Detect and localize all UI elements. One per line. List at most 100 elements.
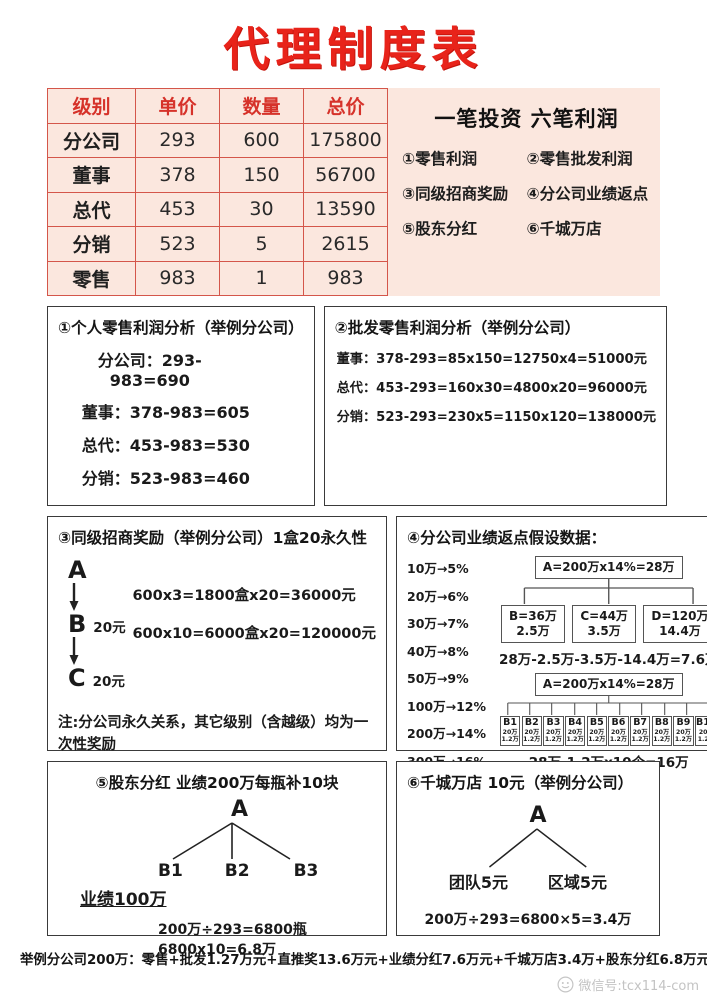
panel6-leaves: 团队5元 区域5元 [407,869,649,893]
watermark-text: 微信号:tcx114-com [578,979,699,994]
abc-node-c-label: C [68,664,86,692]
cell-total: 175800 [303,122,388,158]
panel-thousand-stores: ⑥千城万店 10元（举例分公司） A 团队5元 区域5元 200万÷293=68… [396,761,660,936]
panel2-eq-1: 董事：378-293=85x150=12750x4=51000元 [336,352,647,367]
tree2-child-b1-label: B1 [503,717,518,728]
tree2-child-b10-line2: 1.2万 [697,736,707,744]
table-row: 总代 453 30 13590 [47,191,388,227]
table-row: 分公司 293 600 175800 [47,122,388,158]
rebate-tier: 200万→14% [407,726,486,741]
tree2-child-b8-line1: 20万 [654,728,670,736]
panel1-eq-3: 总代：453-983=530 [81,436,250,455]
cell-total: 13590 [303,191,388,227]
benefit-item-5: ⑤股东分红 [402,220,478,238]
panel1-eq-1: 分公司：293-983=690 [97,351,202,390]
tree2-child-b5: B5 20万 1.2万 [586,716,607,747]
panel-referral-bonus: ③同级招商奖励（举例分公司）1盒20永久性 A B 20元 [47,516,387,753]
panel-performance-rebate: ④分公司业绩返点假设数据： 10万→5% 20万→6% 30万→7% 40万→8… [396,516,707,796]
panel4-body: 10万→5% 20万→6% 30万→7% 40万→8% 50万→9% 100万→… [407,554,707,806]
abc-node-a-label: A [68,556,87,584]
panel5-root: A [230,797,249,822]
panel5-calc: 200万÷293=6800瓶 6800x10=6.8万 [158,920,376,961]
price-table: 级别 单价 数量 总价 分公司 293 600 175800 董事 378 15… [47,88,388,296]
panel3-calcs: 600x3=1800盒x20=36000元 600x10=6000盒x20=12… [132,554,376,690]
tree2-child-b4-label: B4 [568,717,583,728]
tree2-child-b2-line1: 20万 [524,728,540,736]
panel5-calc-line2: 6800x10=6.8万 [158,942,277,959]
watermark: 微信号:tcx114-com [557,975,699,994]
tree1-child-b-line2: 2.5万 [516,624,550,638]
panel4-trees: A=200万x14%=28万 B=36万 2.5万 [499,554,707,806]
tree1-child-d: D=120万 14.4万 [643,605,707,643]
panel4-heading: ④分公司业绩返点假设数据： [407,529,607,547]
tree1-connector-lines [523,579,694,604]
cell-unit-price: 378 [135,157,220,193]
tree2-child-b4: B4 20万 1.2万 [565,716,586,747]
tree2-child-b10: B10 20万 1.2万 [695,716,707,747]
panel-retail-profit: ①个人零售利润分析（举例分公司） 分公司：293-983=690 董事：378-… [47,306,315,562]
tree1-children: B=36万 2.5万 C=44万 3.5万 D=120万 14.4万 [499,605,707,643]
tree2-child-b6-label: B6 [611,717,626,728]
tree1-root: A=200万x14%=28万 [534,556,683,579]
table-header-row: 级别 单价 数量 总价 [47,88,388,124]
tree2-child-b3-line2: 1.2万 [544,736,562,744]
col-header-qty: 数量 [219,88,304,124]
tree2-child-b9-line2: 1.2万 [674,736,693,744]
panel5-performance: 业绩100万 [80,890,167,910]
tree2-children: B1 20万 1.2万 B2 20万 1.2万 B3 20万 1.2万 [499,716,707,747]
panel3-note: 注:分公司永久关系，其它级别（含越级）均为一次性奖励 [58,715,369,754]
tree1-child-d-line2: 14.4万 [659,624,701,638]
tree1-child-c-line1: C=44万 [580,609,628,623]
panel6-leaf-region: 区域5元 [547,873,608,892]
tree2-child-b9-label: B9 [676,717,691,728]
abc-node-a: A [68,558,132,582]
tree2-child-b7-line2: 1.2万 [631,736,649,744]
tree2-child-b1-line1: 20万 [502,728,518,736]
benefits-list: ①零售利润 ②零售批发利润 ③同级招商奖励 ④分公司业绩返点 ⑤股东分红 ⑥千城… [402,147,651,252]
rebate-tier: 30万→7% [407,616,469,631]
cell-qty: 1 [219,260,304,296]
tree2-child-b9-line1: 20万 [676,728,691,736]
rebate-tier: 10万→5% [407,561,469,576]
abc-chain-diagram: A B 20元 C [58,554,132,690]
tree2-child-b10-line1: 20万 [698,728,707,736]
cell-qty: 5 [219,226,304,262]
panel5-calc-line1: 200万÷293=6800瓶 [158,922,307,938]
tree2-child-b5-line2: 1.2万 [588,736,606,744]
tree2-child-b7-line1: 20万 [632,728,648,736]
tree1-result: 28万-2.5万-3.5万-14.4万=7.6万 [499,652,707,668]
abc-node-b-amount: 20元 [93,620,126,636]
panel1-eq-2: 董事：378-983=605 [81,403,250,422]
panel6-leaf-team: 团队5元 [448,873,509,892]
col-header-unit-price: 单价 [135,88,220,124]
tree2-child-b10-label: B10 [696,717,707,728]
benefits-panel: 一笔投资 六笔利润 ①零售利润 ②零售批发利润 ③同级招商奖励 ④分公司业绩返点… [388,88,660,296]
panel6-connector-lines [489,828,587,868]
abc-node-b-label: B [68,610,87,638]
tree2-child-b9: B9 20万 1.2万 [673,716,694,747]
tree2-child-b8-label: B8 [654,717,669,728]
tree1-child-d-line1: D=120万 [651,609,707,623]
rebate-tier: 40万→8% [407,643,469,659]
down-arrow-icon [69,637,79,665]
tree1-child-c: C=44万 3.5万 [572,605,636,643]
panel6-calc: 200万÷293=6800×5=3.4万 [424,912,632,928]
panel1-heading: ①个人零售利润分析（举例分公司） [58,319,304,337]
rebate-tier: 50万→9% [407,671,469,686]
tree2-child-b2-label: B2 [524,717,539,728]
tree2-root-wrap: A=200万x14%=28万 [499,673,707,696]
tree2-child-b1: B1 20万 1.2万 [500,716,521,747]
tree1-root-wrap: A=200万x14%=28万 [499,556,707,579]
tree2-child-b3-line1: 20万 [546,728,561,736]
tree2-child-b3: B3 20万 1.2万 [543,716,564,747]
tree2-child-b4-line2: 1.2万 [566,736,584,744]
panel3-heading: ③同级招商奖励（举例分公司）1盒20永久性 [58,529,367,547]
panel-row-3: ⑤股东分红 业绩200万每瓶补10块 A B1 B2 B3 业绩100万 200… [47,761,660,958]
panel6-root: A [529,803,547,828]
panel5-leaf-b2: B2 [224,861,250,881]
rebate-tier: 100万→12% [407,698,486,714]
panel-row-1: ①个人零售利润分析（举例分公司） 分公司：293-983=690 董事：378-… [47,306,668,562]
panel5-leaf-b1: B1 [158,861,183,881]
page-title: 代理制度表 [223,22,484,76]
